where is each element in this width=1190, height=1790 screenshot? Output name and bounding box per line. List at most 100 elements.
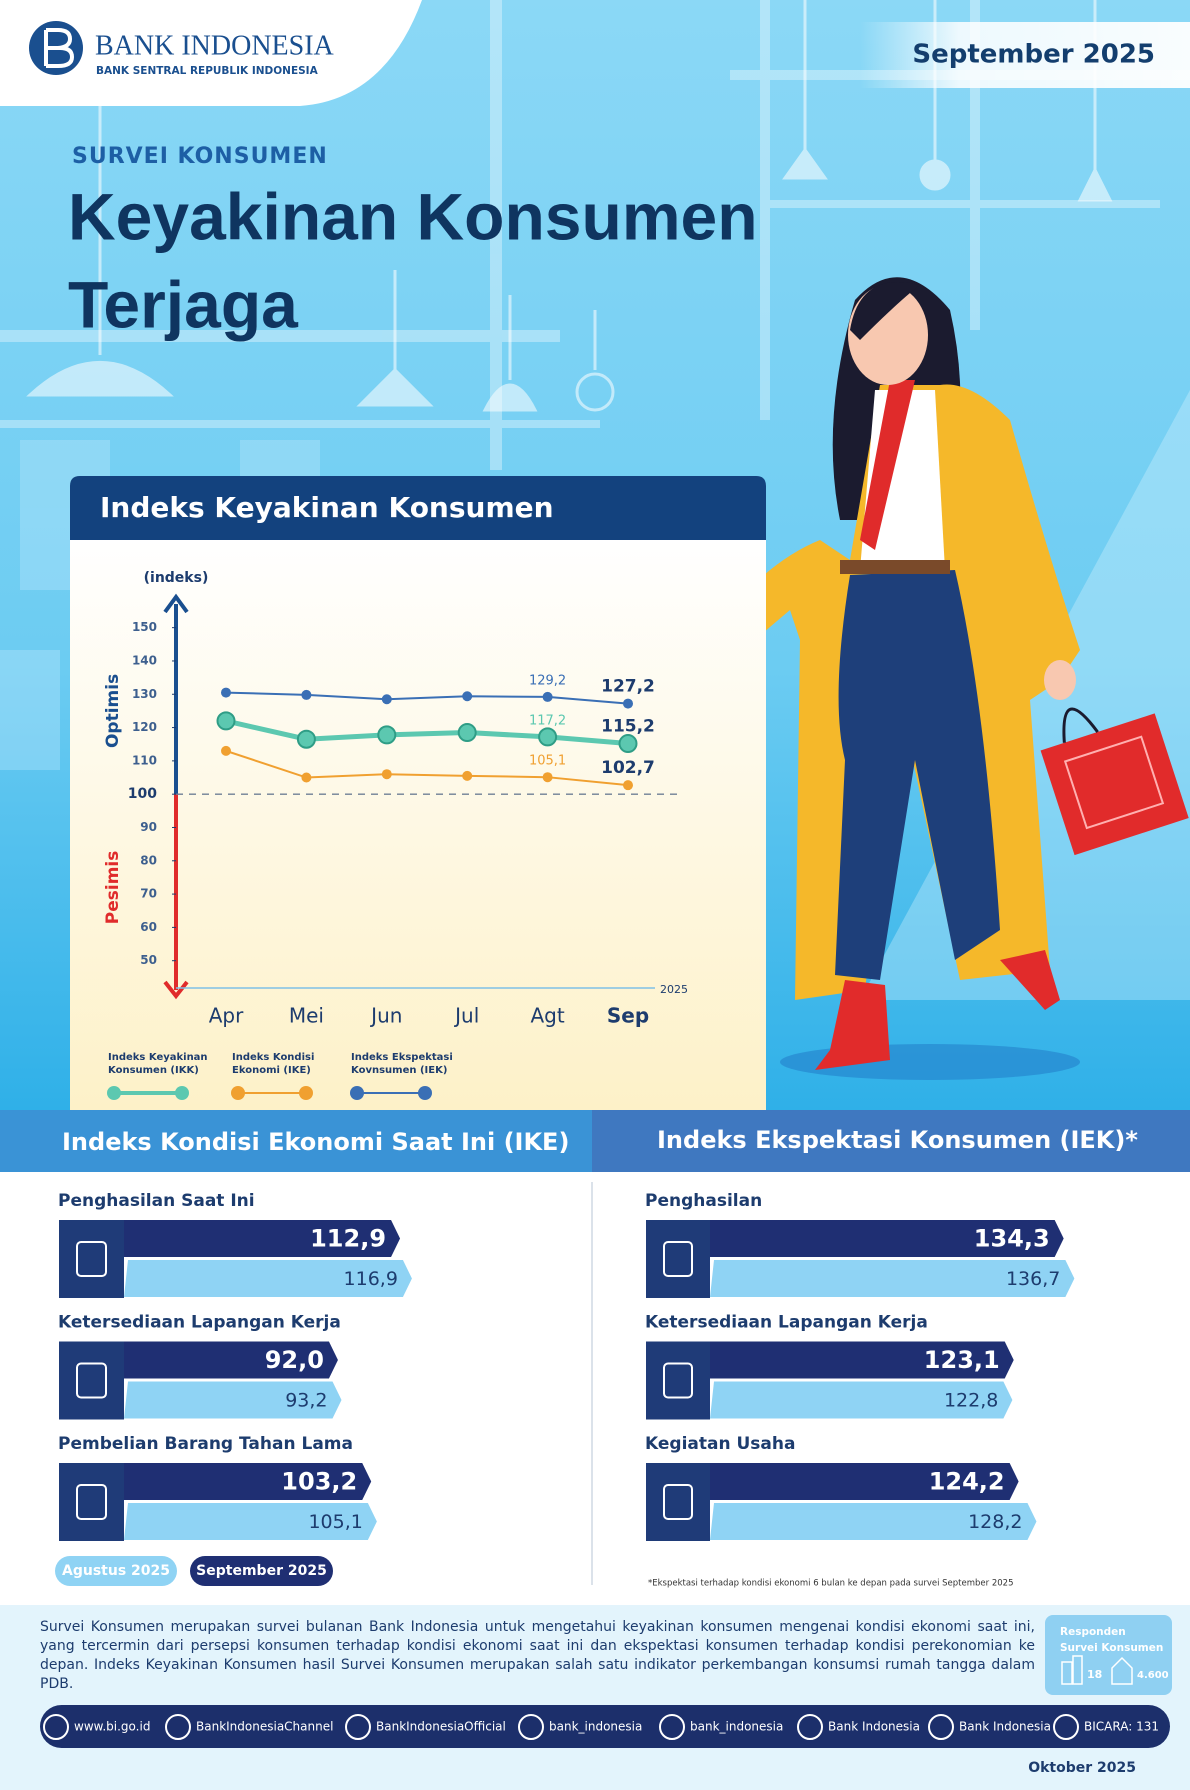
footer-date: Oktober 2025 [1028, 1760, 1136, 1776]
x-axis-label: 2025 [660, 983, 688, 996]
item-icon-box [646, 1220, 710, 1298]
axis-arrow-up [163, 593, 189, 614]
social-icon [165, 1714, 191, 1740]
social-icon [659, 1714, 685, 1740]
x-tick-label: Jun [369, 1004, 402, 1028]
period-box [860, 22, 1190, 88]
series-point [538, 727, 558, 747]
legend-swatch-dot [175, 1086, 189, 1100]
social-icon [345, 1714, 371, 1740]
item-icon-box [646, 1463, 710, 1541]
bar-value-label: 122,8 [944, 1390, 998, 1412]
item-icon [76, 1362, 107, 1399]
bar [710, 1381, 1013, 1419]
period-legend-pill [55, 1556, 177, 1586]
lamps [26, 0, 1113, 412]
respondents-title: Responden [1060, 1626, 1126, 1638]
y-tick-label: 150 [132, 620, 157, 634]
series-line [225, 718, 629, 747]
social-icon [43, 1714, 69, 1740]
value-label: 127,2 [601, 677, 655, 697]
axis-arrow-down [163, 980, 189, 1000]
bar-value-label: 105,1 [308, 1511, 362, 1533]
x-tick-label: Apr [209, 1004, 244, 1028]
y-tick-label: 130 [132, 687, 157, 701]
item-label: Pembelian Barang Tahan Lama [58, 1434, 353, 1454]
series-point [542, 691, 553, 702]
bar [124, 1220, 401, 1257]
item-icon-box [59, 1220, 124, 1298]
illustration [702, 277, 1189, 1080]
item-icon-box [646, 1341, 710, 1420]
series-point [221, 745, 231, 756]
series-point [618, 734, 638, 754]
social-icon [797, 1714, 823, 1740]
bar [124, 1503, 377, 1540]
value-label: 102,7 [601, 758, 655, 778]
bar-value-label: 134,3 [974, 1225, 1050, 1253]
logo-panel [0, 0, 422, 106]
social-icon [518, 1714, 544, 1740]
main-title: Keyakinan Konsumen [68, 179, 758, 253]
zone-label-lower: Pesimis [103, 851, 123, 925]
series-point [623, 780, 633, 791]
bar-value-label: 136,7 [1006, 1268, 1060, 1290]
respondents-icons [1061, 1655, 1133, 1685]
value-label: 129,2 [529, 673, 566, 688]
y-tick-label: 120 [132, 720, 157, 734]
item-icon-box [59, 1463, 124, 1541]
legend-swatch-dot [418, 1086, 432, 1100]
main-title: Terjaga [68, 267, 299, 341]
x-tick-label: Jul [453, 1004, 479, 1028]
logo-mark [29, 21, 83, 75]
kicker: SURVEI KONSUMEN [72, 144, 328, 169]
respondents-cities: 18 [1087, 1668, 1102, 1681]
bar-value-label: 128,2 [968, 1511, 1022, 1533]
footnote: *Ekspektasi terhadap kondisi ekonomi 6 b… [648, 1579, 1013, 1589]
series-point [462, 770, 473, 781]
iek-header [592, 1110, 1190, 1172]
series-point [462, 691, 473, 702]
bar [124, 1341, 338, 1379]
legend-swatch-dot [299, 1086, 313, 1100]
social-bar [40, 1705, 1170, 1748]
respondents-households: 4.600 [1137, 1670, 1169, 1681]
bar-value-label: 123,1 [924, 1346, 1000, 1374]
period-legend-label: Agustus 2025 [62, 1563, 170, 1579]
respondents-box [1045, 1615, 1172, 1695]
series-point [216, 711, 236, 731]
series-point [623, 698, 633, 709]
footer-band [0, 1605, 1190, 1790]
legend-label: Indeks Ekspektasi Kovnsumen (IEK) [351, 1052, 453, 1076]
y-tick-label: 140 [132, 653, 157, 667]
x-tick-label: Agt [530, 1004, 564, 1028]
logo-subtitle: BANK SENTRAL REPUBLIK INDONESIA [96, 65, 319, 77]
description: Survei Konsumen merupakan survei bulanan… [40, 1619, 1035, 1692]
bar [124, 1381, 342, 1419]
series-line [225, 749, 629, 787]
series-point [301, 772, 312, 783]
social-label: BICARA: 131 [1084, 1720, 1159, 1734]
series-line [225, 691, 629, 705]
legend-label: Indeks Kondisi Ekonomi (IKE) [232, 1052, 315, 1076]
item-label: Ketersediaan Lapangan Kerja [58, 1313, 341, 1333]
series-point [457, 723, 477, 743]
logo-title: BANK INDONESIA [95, 30, 335, 61]
bar [710, 1220, 1064, 1257]
social-label: BankIndonesiaOfficial [376, 1720, 506, 1734]
value-label: 115,2 [601, 717, 655, 737]
panel-title: Indeks Ekspektasi Konsumen (IEK)* [657, 1126, 1138, 1154]
item-icon [76, 1484, 107, 1520]
chart-card-header [70, 476, 766, 540]
y-tick-label: 100 [128, 786, 157, 802]
bar-value-label: 124,2 [929, 1468, 1005, 1496]
period-legend-label: September 2025 [196, 1563, 327, 1579]
y-axis-label: (indeks) [144, 570, 209, 586]
panel-title: Indeks Kondisi Ekonomi Saat Ini (IKE) [62, 1128, 569, 1156]
item-icon-box [59, 1341, 124, 1420]
series-point [381, 694, 392, 705]
series-point [542, 772, 553, 783]
